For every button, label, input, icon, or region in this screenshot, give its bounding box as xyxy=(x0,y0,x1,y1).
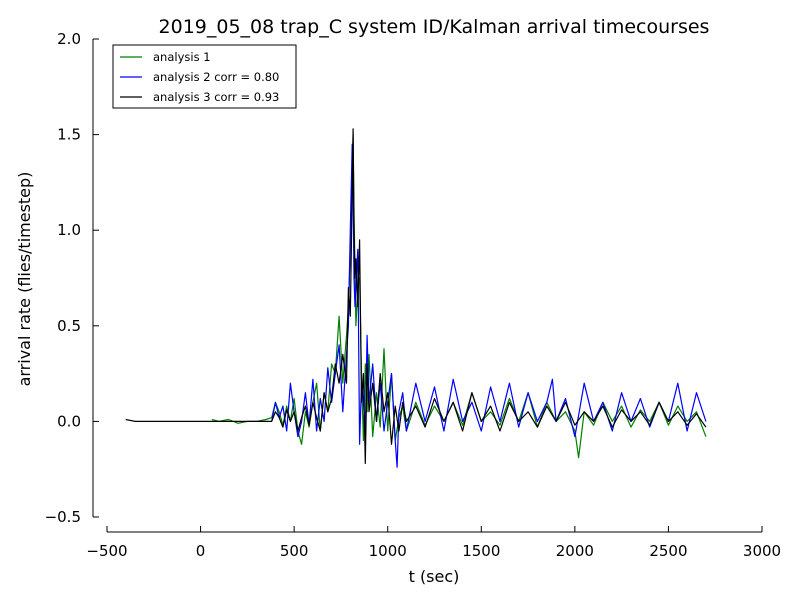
x-tick-label: −500 xyxy=(86,542,127,560)
x-tick-label: 1000 xyxy=(369,542,407,560)
series-line-2 xyxy=(271,143,707,468)
x-tick-label: 2500 xyxy=(649,542,687,560)
legend-frame xyxy=(112,44,297,109)
y-tick-label: 1.0 xyxy=(57,221,81,239)
x-tick-label: 0 xyxy=(196,542,206,560)
x-tick-label: 3000 xyxy=(743,542,781,560)
y-tick-label: 0.0 xyxy=(57,412,81,430)
series-group xyxy=(125,128,707,468)
legend: analysis 1 analysis 2 corr = 0.80 analysis… xyxy=(112,44,297,109)
x-ticks: −500 0 500 1000 1500 2000 2500 3000 xyxy=(86,526,781,560)
x-tick-label: 2000 xyxy=(556,542,594,560)
y-tick-label: −0.5 xyxy=(45,508,81,526)
y-tick-label: 1.5 xyxy=(57,126,81,144)
legend-label: analysis 2 corr = 0.80 xyxy=(153,70,279,84)
x-tick-label: 1500 xyxy=(462,542,500,560)
y-tick-label: 2.0 xyxy=(57,30,81,48)
chart-title: 2019_05_08 trap_C system ID/Kalman arriv… xyxy=(159,16,710,38)
y-axis-title: arrival rate (flies/timestep) xyxy=(15,172,34,387)
legend-label: analysis 3 corr = 0.93 xyxy=(153,90,279,104)
y-ticks: −0.5 0.0 0.5 1.0 1.5 2.0 xyxy=(45,30,99,526)
x-axis-title: t (sec) xyxy=(409,567,460,586)
legend-label: analysis 1 xyxy=(153,50,211,64)
x-tick-label: 500 xyxy=(280,542,309,560)
series-line-3 xyxy=(125,128,707,465)
y-tick-label: 0.5 xyxy=(57,317,81,335)
